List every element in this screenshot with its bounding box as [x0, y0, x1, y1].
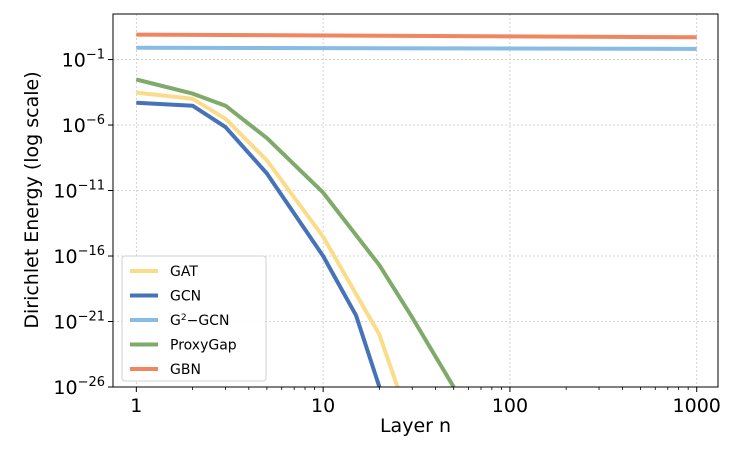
legend-box — [121, 255, 267, 382]
x-tick-label: 1 — [130, 395, 142, 417]
y-axis-label: Dirichlet Energy (log scale) — [21, 71, 43, 328]
y-tick-label: 10−21 — [53, 310, 105, 334]
y-tick-label: 10−11 — [53, 179, 105, 203]
legend-label: ProxyGap — [170, 338, 237, 354]
x-tick-label: 1000 — [673, 395, 721, 417]
legend: GAT GCN G2−GCN ProxyGap GBN — [121, 255, 267, 382]
series-line-4 — [135, 77, 456, 387]
y-axis: 10−26 10−21 10−16 10−11 10−6 10−1 — [53, 48, 113, 399]
x-axis-label: Layer n — [380, 415, 451, 437]
legend-label: GAT — [170, 264, 198, 280]
series-lines — [135, 32, 697, 387]
y-tick-label: 10−6 — [62, 113, 105, 137]
x-axis: 1 10 100 1000 — [130, 387, 721, 417]
legend-label: GCN — [170, 289, 201, 305]
legend-label: GBN — [170, 362, 201, 378]
series-line-5 — [136, 32, 697, 40]
x-tick-label: 100 — [492, 395, 528, 417]
plot-area-frame — [112, 13, 719, 388]
y-tick-label: 10−26 — [53, 375, 105, 399]
series-line-1 — [136, 90, 400, 387]
legend-label: G2−GCN — [170, 313, 229, 329]
y-tick-label: 10−16 — [53, 244, 105, 268]
y-tick-label: 10−1 — [62, 48, 105, 72]
series-line-2 — [136, 100, 382, 387]
x-tick-label: 10 — [311, 395, 335, 417]
series-line-3 — [136, 45, 697, 51]
